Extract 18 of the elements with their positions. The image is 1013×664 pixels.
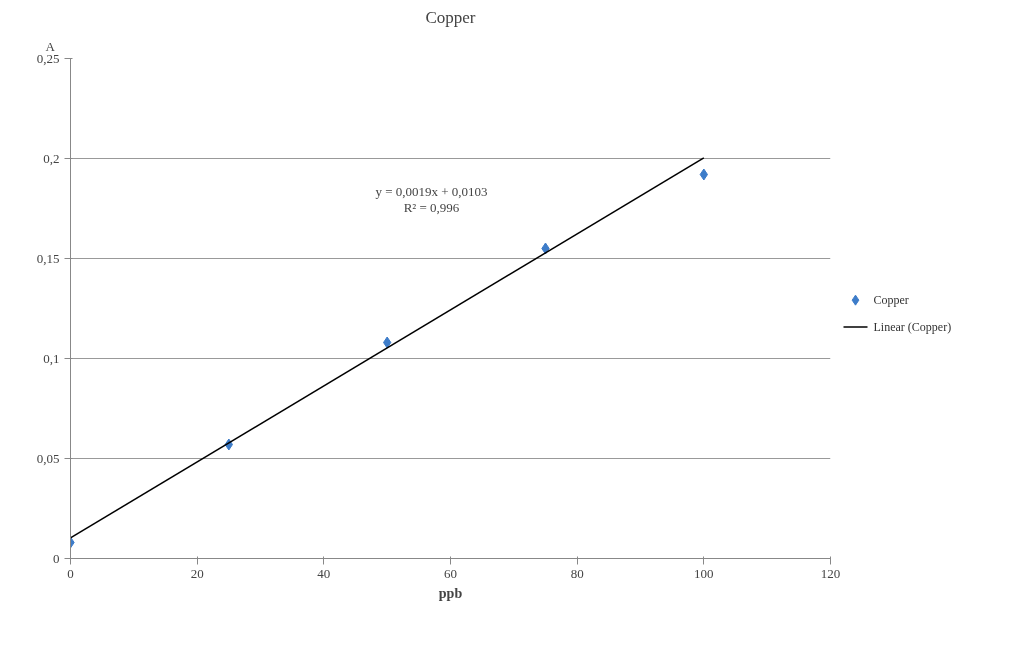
x-tick-label: 80 (570, 565, 584, 581)
y-tick-label: 0,2 (43, 150, 60, 166)
x-tick-label: 100 (694, 565, 714, 581)
y-tick-label: 0 (53, 550, 60, 566)
x-tick-label: 40 (317, 565, 331, 581)
x-axis-title: ppb (438, 585, 463, 601)
x-tick-label: 60 (444, 565, 457, 581)
x-tick-label: 120 (820, 565, 841, 581)
y-tick-label: 0,15 (36, 250, 60, 266)
legend-label: Linear (Copper) (873, 320, 952, 334)
x-tick-label: 0 (67, 565, 74, 581)
y-tick-label: 0,1 (43, 350, 60, 366)
legend-label: Copper (873, 293, 909, 308)
annotation: R² = 0,996 (403, 199, 460, 215)
annotation: y = 0,0019x + 0,0103 (375, 183, 488, 199)
chart-title: Copper (425, 7, 476, 27)
x-tick-label: 20 (190, 565, 204, 581)
y-tick-label: 0,05 (36, 450, 60, 466)
